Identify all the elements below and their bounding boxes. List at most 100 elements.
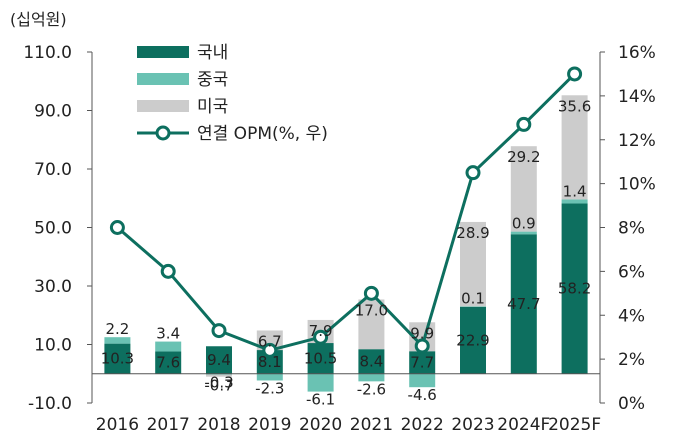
opm-line (116, 72, 576, 352)
x-tick-label-2019: 2019 (248, 415, 291, 435)
bar-us-2024F (510, 146, 537, 232)
legend-label-china: 중국 (197, 70, 228, 90)
x-tick-label-2022: 2022 (401, 415, 444, 435)
legend-label-domestic: 국내 (197, 43, 228, 63)
bar-china-2022 (409, 373, 436, 388)
bar-domestic-2024F (510, 234, 537, 374)
data-label-domestic-2021: 8.4 (359, 352, 383, 370)
right-tick-label: 16% (618, 43, 656, 63)
data-label-us-2023: 28.9 (456, 224, 489, 242)
data-label-us-2022: 9.9 (410, 324, 434, 342)
data-label-china-2022: -4.6 (408, 386, 437, 404)
legend-swatch-china (137, 73, 189, 85)
left-tick-label: -10.0 (28, 394, 72, 414)
opm-point-2016 (109, 220, 125, 235)
x-tick-label-2020: 2020 (299, 415, 342, 435)
legend-swatch-opm-marker (155, 125, 171, 141)
y-axis-unit-label: (십억원) (10, 10, 67, 29)
bar-china-2024F (510, 231, 537, 235)
data-label-us-2021: 17.0 (355, 301, 388, 319)
data-label-us-2025F: 35.6 (558, 97, 591, 115)
bar-domestic-2019 (256, 350, 283, 374)
right-tick-label: 12% (618, 131, 656, 151)
opm-point-2017 (160, 263, 176, 279)
opm-point-2023 (465, 165, 481, 181)
data-label-china-2017: 3.4 (156, 325, 180, 343)
legend-swatch-us (137, 100, 189, 112)
bar-domestic-2021 (358, 349, 385, 374)
opm-point-2019 (262, 342, 278, 358)
left-tick-label: 50.0 (34, 219, 72, 239)
data-label-china-2020: -6.1 (306, 391, 335, 409)
bar-domestic-2025F (561, 203, 588, 374)
bar-china-2016 (104, 337, 131, 344)
data-label-china-2018: -0.3 (204, 374, 233, 392)
data-label-china-2023: 0.1 (461, 289, 485, 307)
left-tick-label: 10.0 (34, 336, 72, 356)
bar-domestic-2016 (104, 343, 131, 374)
data-label-domestic-2023: 22.9 (456, 331, 489, 349)
left-tick-label: 90.0 (34, 102, 72, 122)
data-label-domestic-2020: 10.5 (304, 349, 337, 367)
right-tick-label: 8% (618, 219, 645, 239)
data-label-domestic-2016: 10.3 (101, 350, 134, 368)
opm-point-2025F (567, 66, 583, 82)
data-label-domestic-2017: 7.6 (156, 354, 180, 372)
opm-point-2021 (363, 285, 379, 301)
bar-china-2021 (358, 373, 385, 382)
opm-point-2024F (516, 116, 532, 132)
data-label-us-2019: 6.7 (258, 332, 282, 350)
opm-point-2022 (414, 338, 430, 354)
bar-domestic-2018 (206, 346, 232, 374)
bar-us-2021 (358, 299, 385, 350)
x-tick-label-2018: 2018 (197, 415, 240, 435)
bar-layer (104, 95, 588, 392)
x-tick-label-2024F: 2024F (497, 415, 550, 435)
bar-us-2025F (561, 95, 588, 200)
bar-domestic-2020 (307, 343, 334, 374)
legend-label-opm: 연결 OPM(%, 우) (197, 124, 328, 144)
x-tick-label-2021: 2021 (350, 415, 393, 435)
data-label-domestic-2019: 8.1 (258, 353, 282, 371)
data-label-domestic-2024F: 47.7 (507, 295, 540, 313)
right-tick-label: 6% (618, 262, 645, 282)
bar-us-2023 (460, 221, 486, 307)
x-tick-label-2017: 2017 (147, 415, 190, 435)
data-label-domestic-2025F: 58.2 (558, 280, 591, 298)
right-tick-label: 10% (618, 175, 656, 195)
data-label-us-2018: -0.7 (204, 376, 233, 394)
bar-domestic-2023 (460, 306, 486, 374)
bar-china-2023 (460, 306, 486, 307)
legend-label-us: 미국 (197, 97, 228, 117)
bar-domestic-2017 (155, 351, 182, 374)
data-label-us-2020: 7.9 (309, 322, 333, 340)
data-label-china-2016: 2.2 (105, 320, 129, 338)
data-label-china-2024F: 0.9 (512, 215, 536, 233)
right-tick-label: 0% (618, 394, 645, 414)
left-tick-label: 30.0 (34, 277, 72, 297)
x-tick-label-2025F: 2025F (548, 415, 601, 435)
data-label-china-2025F: 1.4 (563, 182, 587, 200)
bar-china-2019 (256, 373, 283, 381)
axes-layer: -10.0 10.0 30.0 50.0 70.0 90.0 110.0 0% 2% 4% 6% 8%… (23, 43, 655, 435)
bar-us-2019 (256, 330, 283, 351)
data-label-china-2019: -2.3 (255, 379, 284, 397)
right-tick-label: 2% (618, 350, 645, 370)
legend-swatch-domestic (137, 46, 189, 58)
opm-point-2018 (211, 323, 227, 339)
x-tick-label-2016: 2016 (96, 415, 139, 435)
right-tick-label: 14% (618, 87, 656, 107)
x-tick-label-2023: 2023 (451, 415, 494, 435)
bar-us-2018 (206, 374, 232, 377)
bar-domestic-2022 (409, 351, 436, 374)
data-label-domestic-2022: 7.7 (410, 353, 434, 371)
data-label-layer: 10.3 2.2 7.6 3.4 9.4 -0.3-0.7 8.1 -2.3 6.7 10.5 -6… (101, 97, 592, 408)
bar-china-2017 (155, 341, 182, 352)
opm-line-layer (109, 66, 583, 358)
data-label-china-2021: -2.6 (357, 380, 386, 398)
right-tick-label: 4% (618, 306, 645, 326)
left-tick-label: 110.0 (23, 43, 72, 63)
left-tick-label: 70.0 (34, 160, 72, 180)
